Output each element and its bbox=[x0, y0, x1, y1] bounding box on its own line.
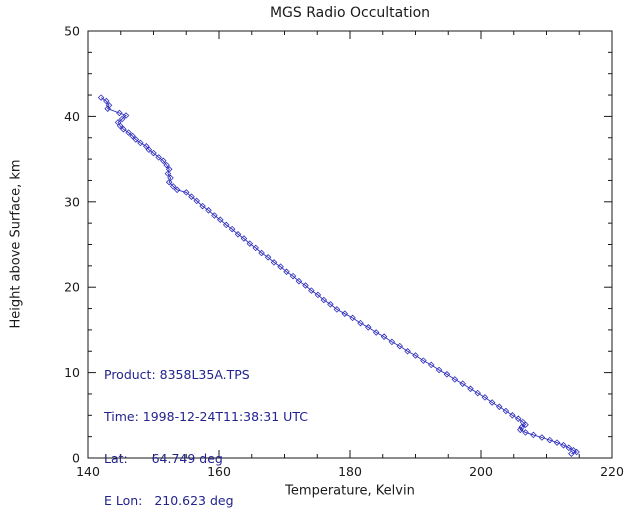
annotation-line-elon: E Lon: 210.623 deg bbox=[104, 493, 234, 508]
annotation-line-lat: Lat: 64.749 deg bbox=[104, 451, 223, 466]
x-tick-label: 140 bbox=[76, 464, 100, 479]
x-tick-label: 180 bbox=[338, 464, 362, 479]
temperature-profile-markers bbox=[97, 94, 580, 457]
y-tick-label: 50 bbox=[64, 24, 80, 39]
y-tick-label: 0 bbox=[72, 451, 80, 466]
metadata-annotation: Product: 8358L35A.TPS Time: 1998-12-24T1… bbox=[104, 340, 308, 512]
chart-title: MGS Radio Occultation bbox=[269, 5, 431, 21]
x-tick-label: 220 bbox=[600, 464, 624, 479]
temperature-profile-line bbox=[100, 97, 578, 455]
y-tick-label: 30 bbox=[64, 194, 80, 209]
annotation-line-time: Time: 1998-12-24T11:38:31 UTC bbox=[104, 409, 308, 424]
y-tick-label: 20 bbox=[64, 280, 80, 295]
annotation-line-product: Product: 8358L35A.TPS bbox=[104, 367, 250, 382]
x-tick-label: 160 bbox=[207, 464, 231, 479]
y-tick-label: 40 bbox=[64, 109, 80, 124]
tick-labels: 140 160 180 200 220 0 10 20 30 40 50 bbox=[64, 24, 624, 480]
x-tick-label: 200 bbox=[469, 464, 493, 479]
axis-ticks bbox=[87, 30, 613, 459]
x-axis-label: Temperature, Kelvin bbox=[285, 483, 415, 499]
y-tick-label: 10 bbox=[64, 365, 80, 380]
